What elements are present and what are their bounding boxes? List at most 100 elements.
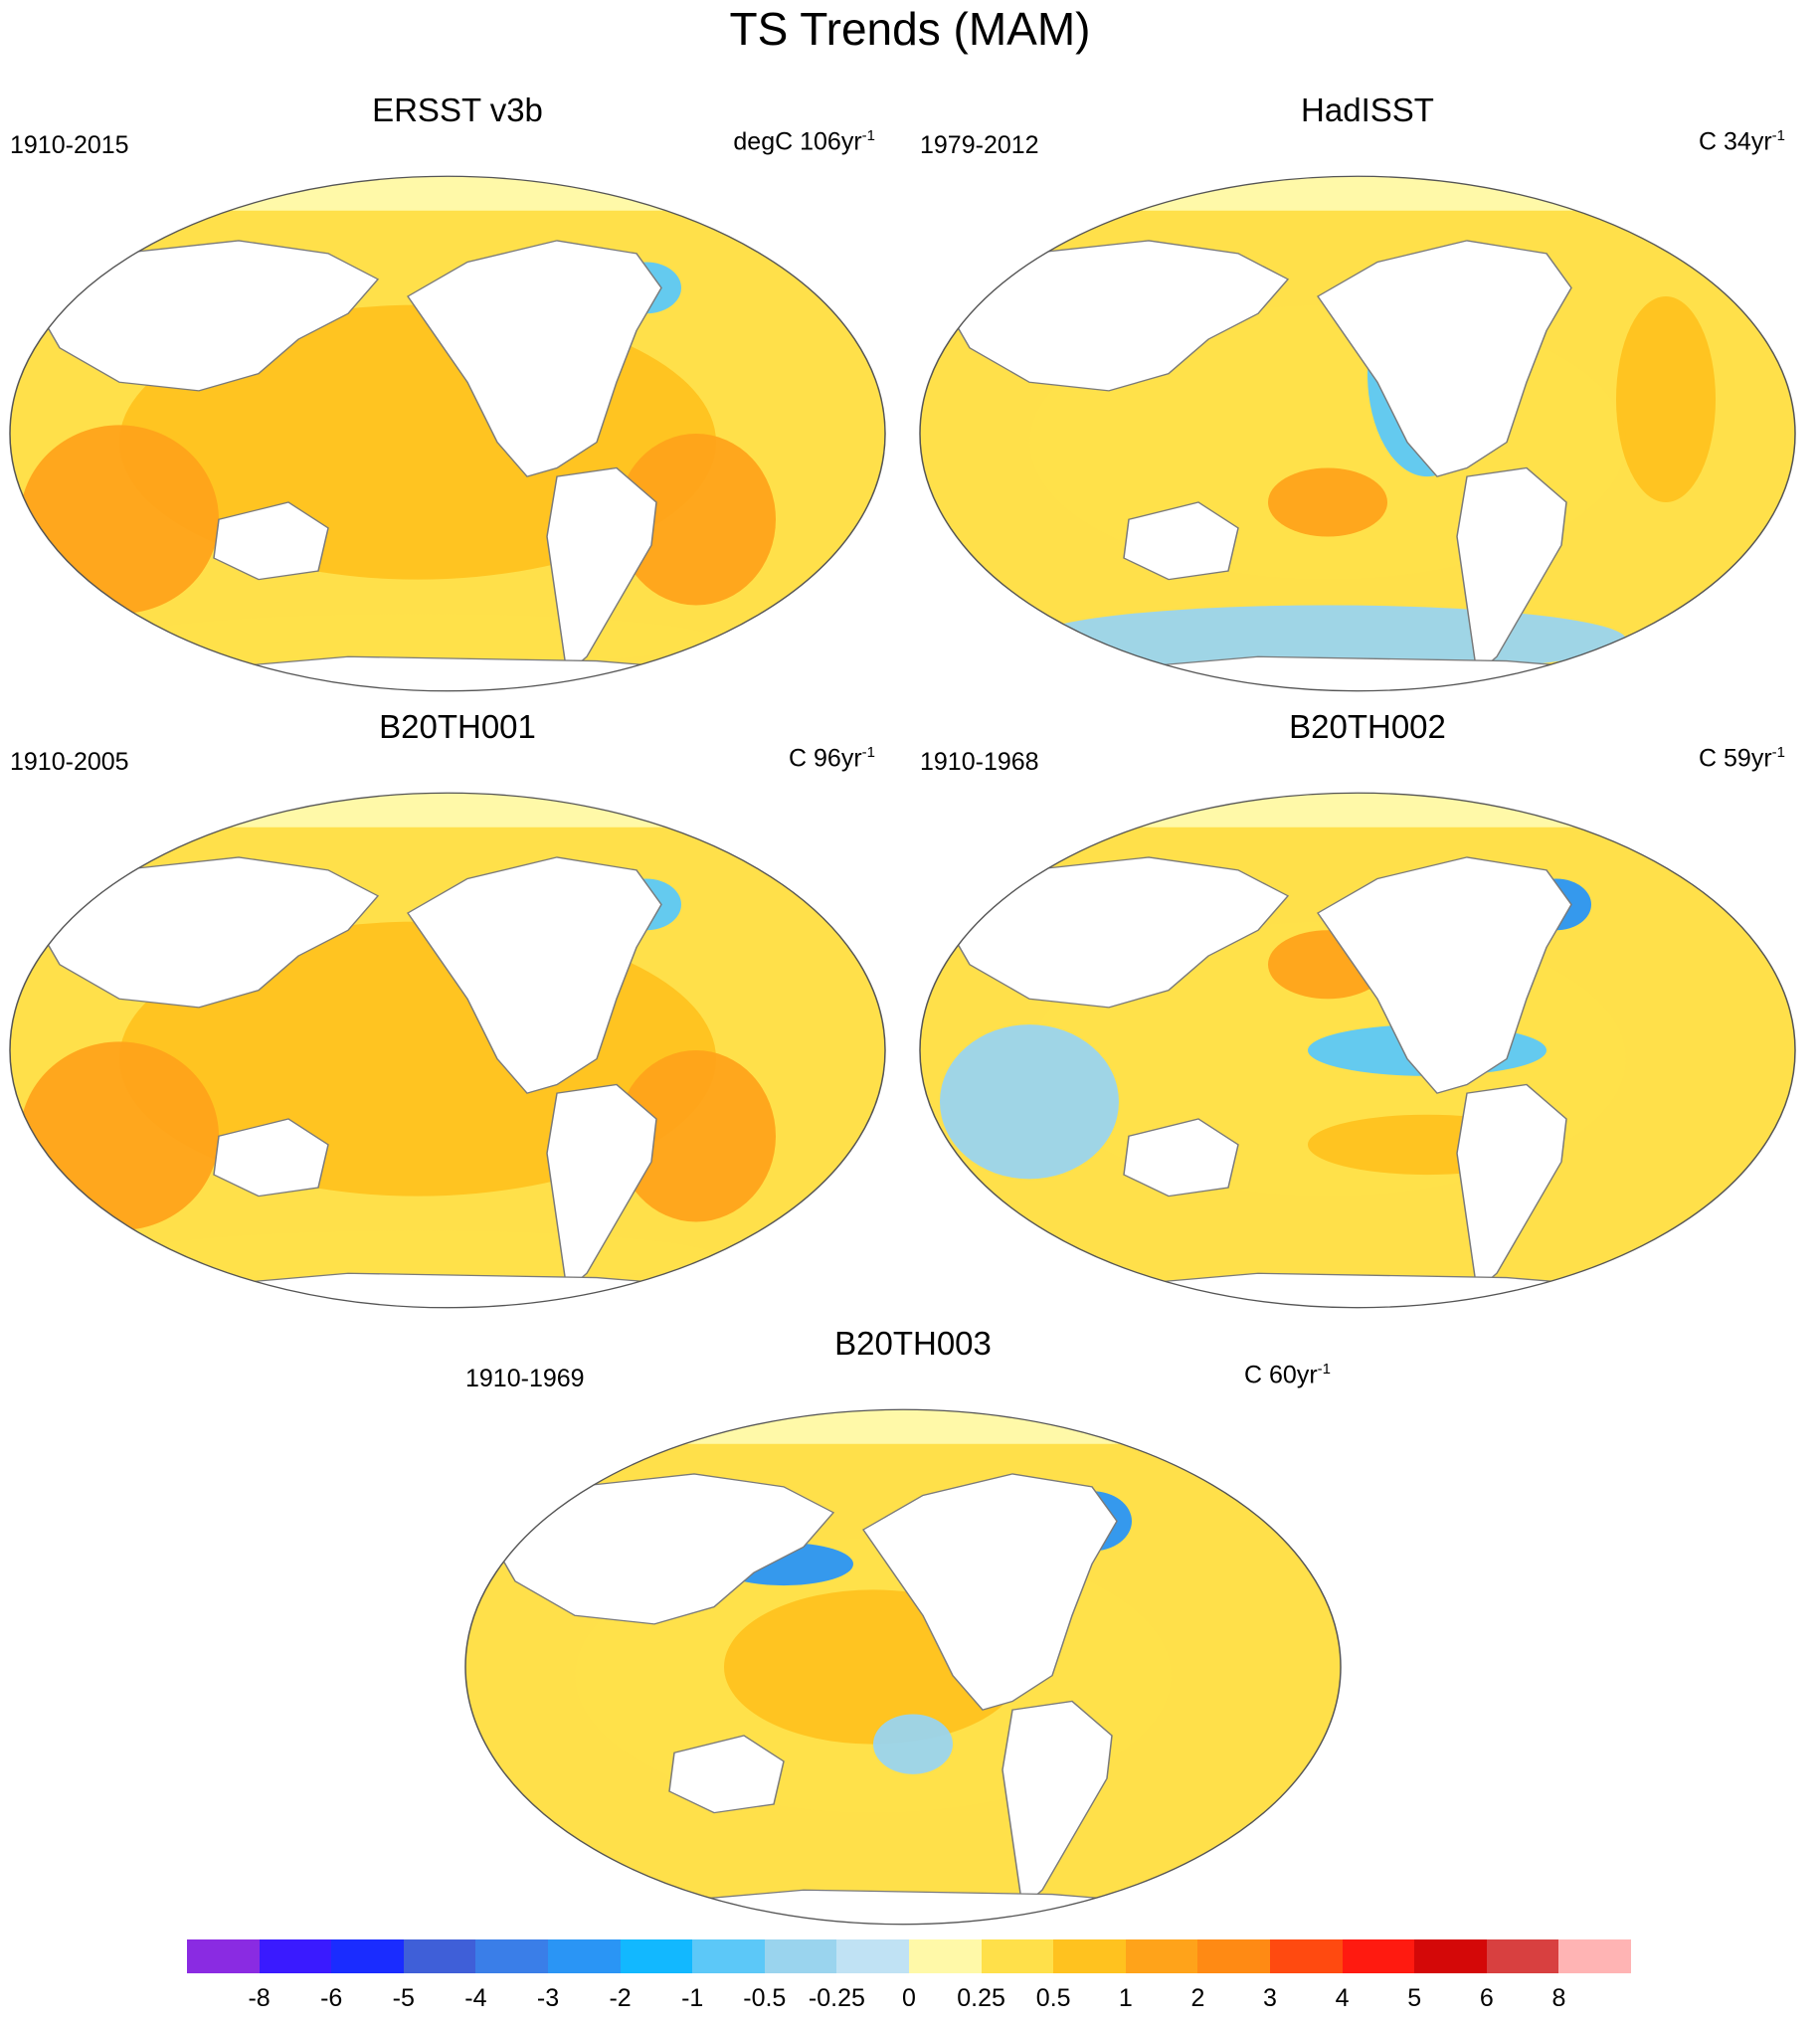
continent-asia xyxy=(939,856,1290,1009)
trend-region xyxy=(1616,296,1716,502)
continent-antarctica xyxy=(148,655,757,691)
colorbar-segment xyxy=(548,1939,622,1973)
panel-units: degC 106yr-1 xyxy=(733,127,875,156)
colorbar-label: 4 xyxy=(1335,1984,1350,2012)
colorbar-segment xyxy=(836,1939,910,1973)
continent-samerica xyxy=(546,466,657,675)
panel-title: B20TH001 xyxy=(379,708,536,745)
arctic-region xyxy=(920,176,1795,211)
colorbar-segment xyxy=(475,1939,549,1973)
panel-title: B20TH003 xyxy=(834,1325,992,1362)
arctic-region xyxy=(465,1409,1341,1444)
map-border xyxy=(464,1408,1342,1926)
continent-australia xyxy=(213,501,329,581)
panel-units: C 34yr-1 xyxy=(1699,127,1785,156)
colorbar-label: 0.5 xyxy=(1035,1984,1071,2012)
colorbar-segment xyxy=(1270,1939,1344,1973)
colorbar-label: 3 xyxy=(1263,1984,1277,2012)
colorbar-label: 5 xyxy=(1407,1984,1422,2012)
arctic-region xyxy=(920,793,1795,828)
trend-region xyxy=(1268,467,1387,537)
colorbar-label: 8 xyxy=(1551,1984,1566,2012)
map-panel: B20TH003 1910-1969 C 60yr-1 xyxy=(455,1325,1370,1941)
panel-period: 1910-1968 xyxy=(920,748,1039,776)
map-border xyxy=(9,175,886,692)
continent-samerica xyxy=(1001,1700,1113,1909)
map-panel: B20TH001 1910-2005 C 96yr-1 xyxy=(0,708,915,1325)
continent-samerica xyxy=(1456,466,1567,675)
colorbar-label: -0.5 xyxy=(743,1984,787,2012)
arctic-region xyxy=(10,793,885,828)
colorbar-segment xyxy=(1125,1939,1198,1973)
colorbar-label: 0.25 xyxy=(957,1984,1005,2012)
colorbar-segment xyxy=(909,1939,983,1973)
continent-antarctica xyxy=(1058,1272,1667,1308)
colorbar-segment xyxy=(1486,1939,1559,1973)
colorbar-segment xyxy=(764,1939,837,1973)
panel-units: C 60yr-1 xyxy=(1244,1361,1331,1389)
continent-asia xyxy=(484,1473,835,1625)
colorbar-segment xyxy=(620,1939,693,1973)
panel-period: 1910-1969 xyxy=(465,1365,585,1392)
panel-units: C 96yr-1 xyxy=(789,744,875,773)
continent-australia xyxy=(1123,1118,1239,1198)
continent-antarctica xyxy=(1058,655,1667,691)
map-border xyxy=(919,792,1796,1309)
continent-australia xyxy=(668,1735,785,1814)
map-border xyxy=(919,175,1796,692)
continent-asia xyxy=(939,240,1290,392)
panel-title: ERSST v3b xyxy=(372,92,543,128)
trend-region xyxy=(940,1024,1119,1180)
map-projection xyxy=(9,792,886,1309)
panel-period: 1910-2005 xyxy=(10,748,129,776)
map-border xyxy=(9,792,886,1309)
panel-title: HadISST xyxy=(1301,92,1434,128)
colorbar-label: -5 xyxy=(392,1984,415,2012)
continent-namerica xyxy=(406,240,662,477)
continent-asia xyxy=(29,240,380,392)
colorbar-label: -8 xyxy=(248,1984,271,2012)
map-projection xyxy=(464,1408,1342,1926)
colorbar xyxy=(187,1939,1632,1973)
colorbar-label: 6 xyxy=(1479,1984,1494,2012)
trend-region xyxy=(873,1714,953,1774)
continent-namerica xyxy=(406,856,662,1094)
colorbar-segment xyxy=(981,1939,1054,1973)
colorbar-label: 1 xyxy=(1118,1984,1133,2012)
colorbar-label: -0.25 xyxy=(808,1984,865,2012)
continent-samerica xyxy=(546,1083,657,1292)
figure-title: TS Trends (MAM) xyxy=(729,3,1091,55)
trend-region xyxy=(617,434,776,606)
trend-region xyxy=(617,1050,776,1222)
map-panel: HadISST 1979-2012 C 34yr-1 xyxy=(910,92,1820,708)
colorbar-segment xyxy=(259,1939,332,1973)
map-projection xyxy=(919,175,1796,692)
continent-antarctica xyxy=(148,1272,757,1308)
continent-australia xyxy=(1123,501,1239,581)
colorbar-segment xyxy=(1053,1939,1127,1973)
colorbar-label: -4 xyxy=(464,1984,487,2012)
colorbar-segment xyxy=(331,1939,405,1973)
continent-namerica xyxy=(1316,240,1572,477)
continent-asia xyxy=(29,856,380,1009)
colorbar-label: 0 xyxy=(902,1984,916,2012)
continent-namerica xyxy=(861,1473,1118,1711)
map-projection xyxy=(9,175,886,692)
map-panel: B20TH002 1910-1968 C 59yr-1 xyxy=(910,708,1820,1325)
panel-period: 1979-2012 xyxy=(920,131,1039,159)
colorbar-label: -3 xyxy=(536,1984,560,2012)
colorbar-segment xyxy=(1558,1939,1632,1973)
colorbar-segment xyxy=(403,1939,476,1973)
colorbar-label: -1 xyxy=(681,1984,704,2012)
map-panel: ERSST v3b 1910-2015 degC 106yr-1 xyxy=(0,92,915,708)
colorbar-label: -2 xyxy=(609,1984,632,2012)
arctic-region xyxy=(10,176,885,211)
colorbar-segment xyxy=(1197,1939,1271,1973)
continent-antarctica xyxy=(604,1889,1212,1925)
colorbar-label: 2 xyxy=(1190,1984,1205,2012)
panel-title: B20TH002 xyxy=(1289,708,1446,745)
trend-region xyxy=(20,425,219,615)
panel-period: 1910-2015 xyxy=(10,131,129,159)
continent-namerica xyxy=(1316,856,1572,1094)
continent-australia xyxy=(213,1118,329,1198)
